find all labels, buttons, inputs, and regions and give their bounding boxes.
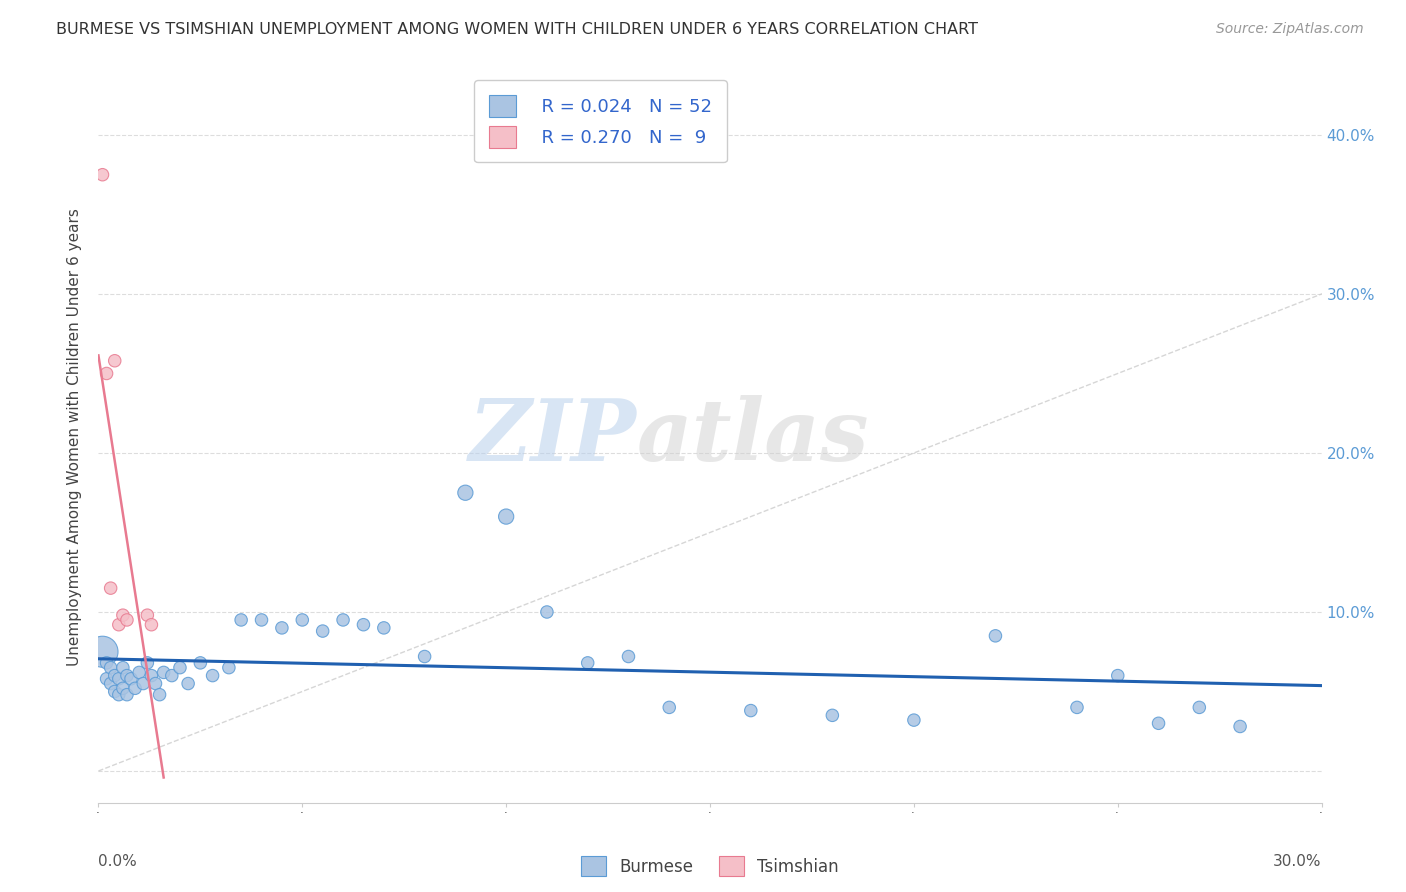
- Point: [100, 660, 122, 674]
- Point: [115, 668, 138, 682]
- Point: [454, 485, 477, 500]
- Text: Source: ZipAtlas.com: Source: ZipAtlas.com: [1216, 22, 1364, 37]
- Point: [132, 676, 155, 690]
- Point: [373, 621, 395, 635]
- Point: [1107, 668, 1129, 682]
- Text: BURMESE VS TSIMSHIAN UNEMPLOYMENT AMONG WOMEN WITH CHILDREN UNDER 6 YEARS CORREL: BURMESE VS TSIMSHIAN UNEMPLOYMENT AMONG …: [56, 22, 979, 37]
- Text: 0.0%: 0.0%: [98, 854, 138, 869]
- Point: [291, 613, 314, 627]
- Point: [413, 649, 436, 664]
- Point: [136, 608, 159, 623]
- Point: [352, 617, 374, 632]
- Point: [658, 700, 681, 714]
- Point: [149, 688, 172, 702]
- Point: [218, 660, 240, 674]
- Point: [115, 613, 138, 627]
- Point: [536, 605, 558, 619]
- Point: [120, 672, 142, 686]
- Point: [1188, 700, 1211, 714]
- Text: ZIP: ZIP: [468, 395, 637, 479]
- Point: [91, 645, 114, 659]
- Text: 30.0%: 30.0%: [1274, 854, 1322, 869]
- Point: [128, 665, 150, 680]
- Point: [124, 681, 146, 696]
- Point: [141, 617, 163, 632]
- Point: [115, 688, 138, 702]
- Point: [108, 688, 131, 702]
- Point: [141, 668, 163, 682]
- Point: [231, 613, 253, 627]
- Point: [96, 656, 118, 670]
- Point: [160, 668, 183, 682]
- Point: [332, 613, 354, 627]
- Point: [104, 353, 127, 368]
- Point: [111, 608, 134, 623]
- Point: [96, 367, 118, 381]
- Point: [1229, 719, 1251, 733]
- Point: [617, 649, 640, 664]
- Point: [201, 668, 224, 682]
- Point: [104, 668, 127, 682]
- Point: [177, 676, 200, 690]
- Point: [495, 509, 517, 524]
- Y-axis label: Unemployment Among Women with Children Under 6 years: Unemployment Among Women with Children U…: [67, 208, 83, 666]
- Point: [96, 672, 118, 686]
- Point: [104, 684, 127, 698]
- Point: [984, 629, 1007, 643]
- Point: [145, 676, 167, 690]
- Point: [108, 617, 131, 632]
- Point: [100, 676, 122, 690]
- Point: [270, 621, 294, 635]
- Point: [576, 656, 599, 670]
- Point: [250, 613, 273, 627]
- Point: [188, 656, 212, 670]
- Point: [903, 713, 925, 727]
- Point: [111, 660, 134, 674]
- Point: [100, 581, 122, 595]
- Point: [1147, 716, 1170, 731]
- Point: [169, 660, 191, 674]
- Point: [108, 672, 131, 686]
- Point: [152, 665, 174, 680]
- Text: atlas: atlas: [637, 395, 869, 479]
- Point: [740, 704, 762, 718]
- Point: [136, 656, 159, 670]
- Point: [111, 681, 134, 696]
- Point: [821, 708, 844, 723]
- Point: [1066, 700, 1088, 714]
- Legend: Burmese, Tsimshian: Burmese, Tsimshian: [568, 843, 852, 889]
- Point: [312, 624, 335, 638]
- Point: [91, 168, 114, 182]
